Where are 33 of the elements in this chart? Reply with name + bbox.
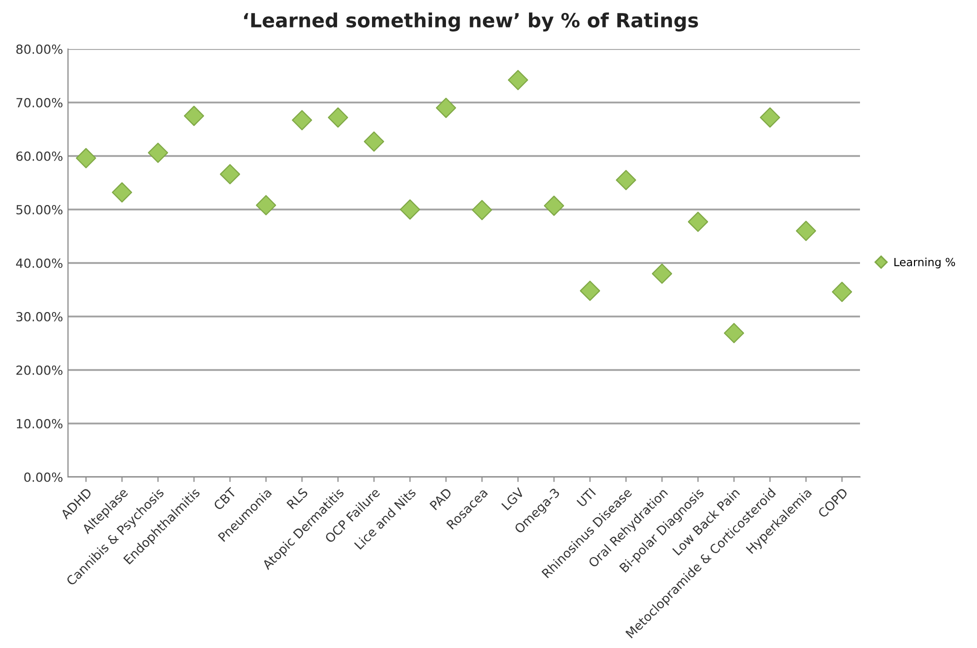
point bbox=[832, 282, 852, 302]
legend-label: Learning % bbox=[894, 258, 956, 268]
point bbox=[508, 70, 528, 90]
chart-title: ‘Learned something new’ by % of Ratings bbox=[244, 12, 698, 32]
point bbox=[256, 195, 276, 216]
point bbox=[616, 170, 636, 190]
point bbox=[580, 280, 600, 301]
point bbox=[652, 264, 672, 284]
y-tick-label: 20.00% bbox=[16, 365, 62, 375]
point bbox=[220, 164, 240, 184]
point bbox=[472, 200, 492, 220]
y-tick-label: 40.00% bbox=[16, 258, 62, 268]
point bbox=[328, 107, 348, 128]
y-tick-label: 0.00% bbox=[24, 472, 62, 482]
point bbox=[364, 131, 384, 152]
y-tick-label: 50.00% bbox=[16, 204, 62, 214]
y-tick-label: 60.00% bbox=[16, 151, 62, 161]
point bbox=[400, 199, 420, 220]
point bbox=[292, 110, 312, 130]
y-tick-label: 70.00% bbox=[16, 98, 62, 108]
point bbox=[148, 142, 168, 163]
y-tick-label: 30.00% bbox=[16, 312, 62, 322]
point bbox=[688, 212, 708, 232]
y-tick-label: 80.00% bbox=[16, 44, 62, 54]
point bbox=[76, 148, 96, 168]
point bbox=[184, 106, 204, 126]
y-tick-label: 10.00% bbox=[16, 418, 62, 428]
point bbox=[112, 182, 132, 203]
point bbox=[760, 107, 780, 128]
point bbox=[796, 220, 816, 242]
point bbox=[544, 196, 564, 216]
point bbox=[724, 322, 744, 344]
point bbox=[436, 98, 456, 118]
